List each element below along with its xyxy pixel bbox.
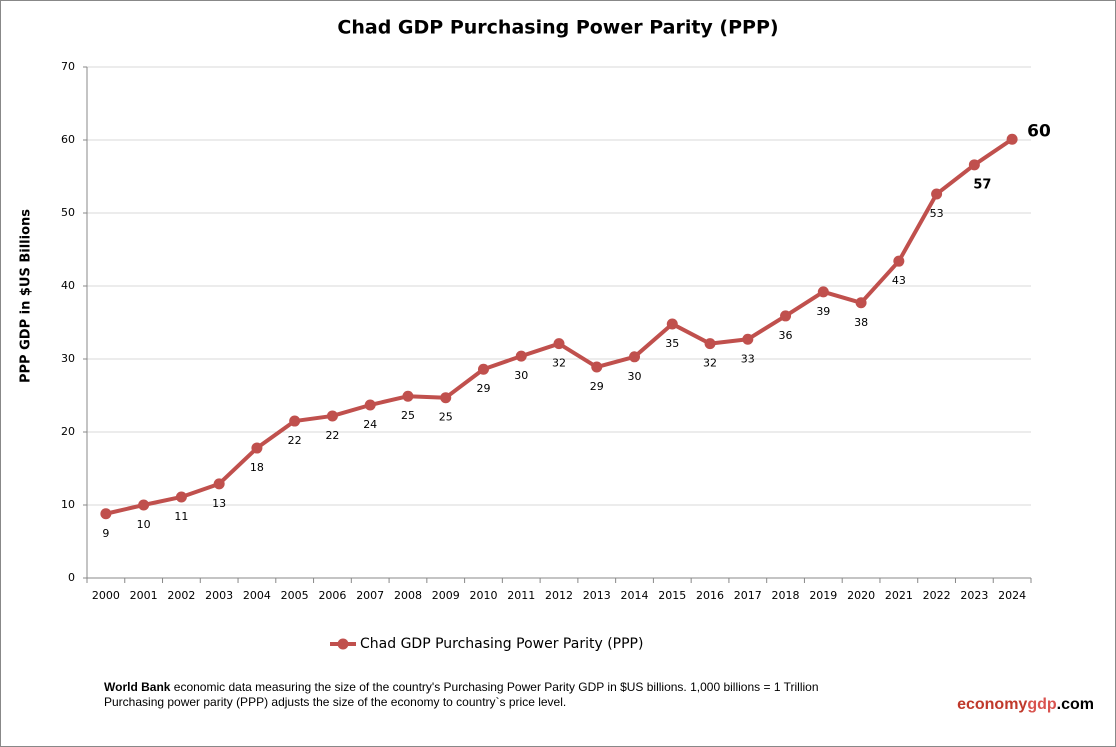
data-point [100,508,112,520]
data-point [629,351,641,363]
x-tick-label: 2014 [621,589,649,602]
data-point [968,159,980,171]
x-tick-label: 2010 [469,589,497,602]
data-label: 29 [590,380,604,393]
data-label: 32 [552,357,566,370]
data-label: 60 [1027,121,1051,141]
footer-source: World Bank [104,680,171,694]
data-label: 35 [665,337,679,350]
data-label: 32 [703,357,717,370]
y-tick-label: 50 [61,206,75,219]
legend-label: Chad GDP Purchasing Power Parity (PPP) [360,636,643,652]
brand-part: gdp [1027,696,1057,713]
data-label: 43 [892,274,906,287]
brand-part: .com [1057,696,1094,713]
x-tick-label: 2000 [92,589,120,602]
data-label: 24 [363,418,377,431]
data-point [251,442,263,454]
x-tick-label: 2008 [394,589,422,602]
data-label: 22 [325,429,339,442]
data-label: 39 [816,305,830,318]
data-label: 10 [137,518,151,531]
data-label: 38 [854,316,868,329]
x-tick-label: 2007 [356,589,384,602]
x-tick-label: 2019 [809,589,837,602]
data-label: 18 [250,461,264,474]
data-point [402,390,414,402]
y-tick-label: 60 [61,133,75,146]
legend-marker [337,638,349,650]
y-tick-label: 40 [61,279,75,292]
data-point [138,499,150,511]
y-axis-label: PPP GDP in $US Billions [19,209,34,383]
data-label: 22 [288,434,302,447]
data-point [931,188,943,200]
data-point [553,338,565,350]
x-tick-label: 2011 [507,589,535,602]
data-point [666,318,678,330]
x-tick-label: 2021 [885,589,913,602]
x-tick-label: 2006 [318,589,346,602]
x-tick-label: 2018 [772,589,800,602]
y-tick-label: 0 [68,571,75,584]
data-label: 33 [741,352,755,365]
y-tick-label: 20 [61,425,75,438]
data-label: 25 [401,409,415,422]
data-point [817,286,829,298]
data-point [591,361,603,373]
data-label: 11 [174,510,188,523]
data-point [855,297,867,309]
data-point [213,478,225,490]
x-tick-label: 2001 [130,589,158,602]
data-point [175,491,187,503]
x-tick-label: 2003 [205,589,233,602]
x-tick-label: 2005 [281,589,309,602]
y-tick-label: 10 [61,498,75,511]
x-tick-label: 2022 [923,589,951,602]
x-tick-label: 2012 [545,589,573,602]
footer-text: economic data measuring the size of the … [170,680,818,694]
x-tick-label: 2017 [734,589,762,602]
data-point [477,363,489,375]
y-tick-label: 30 [61,352,75,365]
data-label: 57 [973,177,991,192]
x-tick-label: 2024 [998,589,1026,602]
x-tick-label: 2009 [432,589,460,602]
data-label: 29 [476,382,490,395]
x-tick-label: 2004 [243,589,271,602]
data-label: 30 [628,370,642,383]
brand-part: economy [957,696,1027,713]
data-label: 25 [439,411,453,424]
data-point [364,399,376,411]
x-tick-label: 2015 [658,589,686,602]
data-point [1006,133,1018,145]
footer-line2: Purchasing power parity (PPP) adjusts th… [104,695,566,709]
data-point [515,350,527,362]
data-label: 30 [514,369,528,382]
data-point [289,415,301,427]
x-tick-label: 2020 [847,589,875,602]
x-tick-label: 2023 [960,589,988,602]
data-point [780,310,792,322]
x-tick-label: 2002 [167,589,195,602]
y-tick-label: 70 [61,60,75,73]
x-tick-label: 2016 [696,589,724,602]
data-point [440,392,452,404]
data-label: 13 [212,497,226,510]
x-tick-label: 2013 [583,589,611,602]
data-label: 36 [779,329,793,342]
chart-title: Chad GDP Purchasing Power Parity (PPP) [337,17,778,39]
footer-line1: World Bank economic data measuring the s… [104,680,819,694]
data-point [742,333,754,345]
brand: economygdp.com [957,696,1094,713]
data-label: 53 [930,207,944,220]
data-point [704,338,716,350]
data-point [326,410,338,422]
data-label: 9 [102,527,109,540]
data-point [893,255,905,267]
